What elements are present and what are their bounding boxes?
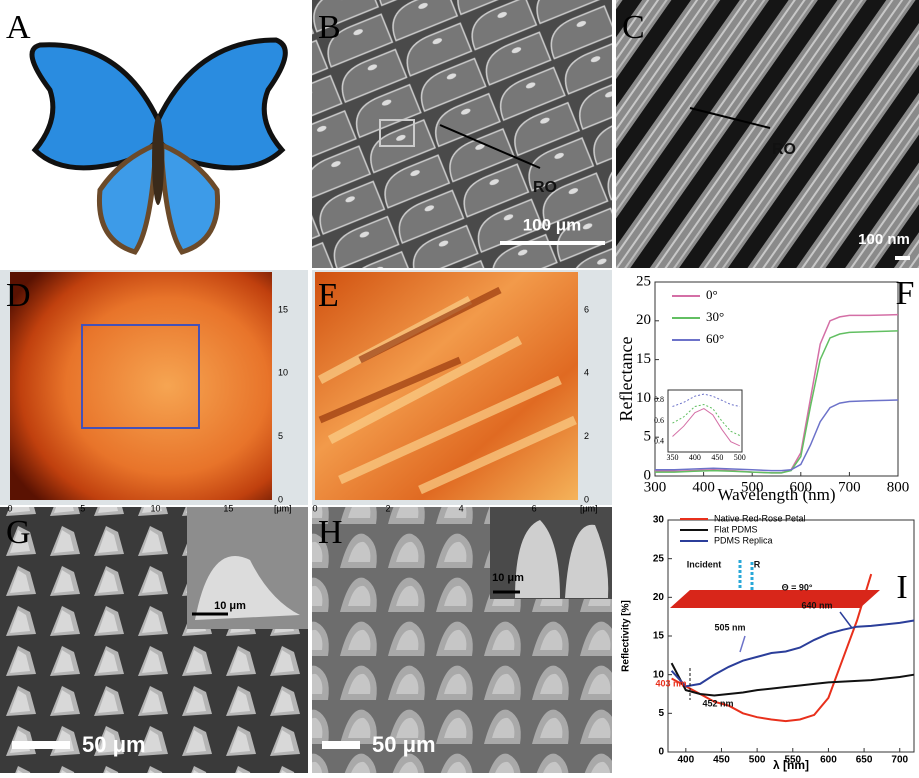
annotation: 505 nm (714, 622, 745, 632)
annotation: 403 nm (655, 678, 686, 688)
legend-label: 30° (706, 309, 724, 324)
x-axis-label: Wavelength (nm) (717, 485, 835, 504)
y-tick-label: 15 (636, 351, 651, 367)
panel-label: E (318, 277, 339, 314)
panel-label: G (6, 514, 31, 551)
x-tick-label: 350 (666, 453, 678, 462)
annotation: 640 nm (801, 600, 832, 610)
annotation: R (754, 559, 761, 569)
panel-label: F (896, 275, 915, 312)
y-tick-label: 0.4 (654, 436, 664, 445)
panel-b: RO 100 μm B (312, 0, 612, 268)
y-tick-label: 20 (653, 592, 665, 603)
y-tick-label: 15 (278, 304, 288, 314)
x-tick-label: 2 (386, 503, 391, 513)
y-tick-label: 4 (584, 368, 589, 378)
panel-label: C (622, 9, 645, 46)
x-tick-label: 0 (7, 503, 12, 513)
inset-scale-bar: 10 μm (492, 572, 524, 584)
legend-label: Flat PDMS (714, 524, 758, 534)
x-tick-label: 700 (838, 479, 861, 495)
scale-bar: 100 μm (523, 215, 582, 234)
x-tick-label: 10 (151, 503, 161, 513)
panel-label: D (6, 277, 31, 314)
y-tick-label: 0.6 (654, 416, 664, 425)
x-tick-label: 500 (734, 453, 746, 462)
x-tick-label: 400 (689, 453, 701, 462)
panel-c: RO 100 nm C (616, 0, 919, 268)
x-tick-label: 4 (459, 503, 464, 513)
y-tick-label: 20 (636, 312, 651, 328)
legend-label: 60° (706, 331, 724, 346)
inset-scale-bar: 10 μm (214, 600, 246, 612)
y-tick-label: 10 (278, 368, 288, 378)
x-tick-label: 600 (820, 755, 837, 766)
panel-e: E (312, 270, 612, 505)
annotation: RO (772, 141, 796, 158)
x-tick-label: 450 (713, 755, 730, 766)
y-tick-label: 25 (636, 273, 651, 289)
scale-bar: 50 μm (82, 732, 146, 757)
panel-g: 10 μm 50 μm G (0, 507, 308, 773)
scale-bar: 50 μm (372, 732, 436, 757)
y-tick-label: 25 (653, 553, 665, 564)
x-tick-label: 400 (692, 479, 715, 495)
y-tick-label: 15 (653, 631, 665, 642)
legend-label: Native Red-Rose Petal (714, 513, 806, 523)
panel-label: A (6, 9, 31, 46)
panel-d: D (0, 270, 308, 505)
x-tick-label: 0 (312, 503, 317, 513)
panel-label: H (318, 514, 343, 551)
sample-plate (670, 590, 880, 608)
legend-label: 0° (706, 287, 718, 302)
y-tick-label: 6 (584, 304, 589, 314)
x-axis-label: λ [nm] (773, 758, 809, 772)
scale-bar: 100 nm (858, 231, 910, 248)
x-tick-label: 5 (80, 503, 85, 513)
y-tick-label: 5 (658, 708, 664, 719)
figure: A RO 100 μm B RO 100 nm C D E 10 μm 50 μ… (0, 0, 919, 773)
x-tick-label: 500 (749, 755, 766, 766)
x-tick-label: 450 (711, 453, 723, 462)
inset-bg (668, 390, 742, 452)
annotation: 452 nm (702, 698, 733, 708)
x-tick-label: 650 (856, 755, 873, 766)
annotation: Θ = 90° (782, 582, 813, 592)
panel-h: 10 μm 50 μm H (312, 507, 612, 773)
y-tick-label: 0 (658, 747, 664, 758)
x-tick-label: 400 (677, 755, 694, 766)
y-tick-label: 0 (644, 467, 652, 483)
y-axis-label: Reflectivity [%] (621, 600, 632, 672)
x-tick-label: 6 (532, 503, 537, 513)
y-tick-label: 0.8 (654, 395, 664, 404)
annotation: RO (533, 179, 557, 196)
panel-a: A (0, 0, 308, 268)
annotation: Incident (687, 559, 722, 569)
x-tick-label: 700 (891, 755, 908, 766)
x-unit: [μm] (580, 503, 598, 513)
legend-label: PDMS Replica (714, 535, 773, 545)
x-tick-label: 800 (887, 479, 910, 495)
panel-label: I (896, 569, 907, 606)
y-tick-label: 5 (278, 431, 283, 441)
x-tick-label: 15 (223, 503, 233, 513)
panel-label: B (318, 9, 341, 46)
y-tick-label: 2 (584, 431, 589, 441)
y-axis-label: Reflectance (616, 337, 636, 422)
y-tick-label: 10 (636, 390, 651, 406)
y-tick-label: 30 (653, 515, 665, 526)
x-unit: [μm] (274, 503, 292, 513)
y-tick-label: 5 (644, 429, 652, 445)
